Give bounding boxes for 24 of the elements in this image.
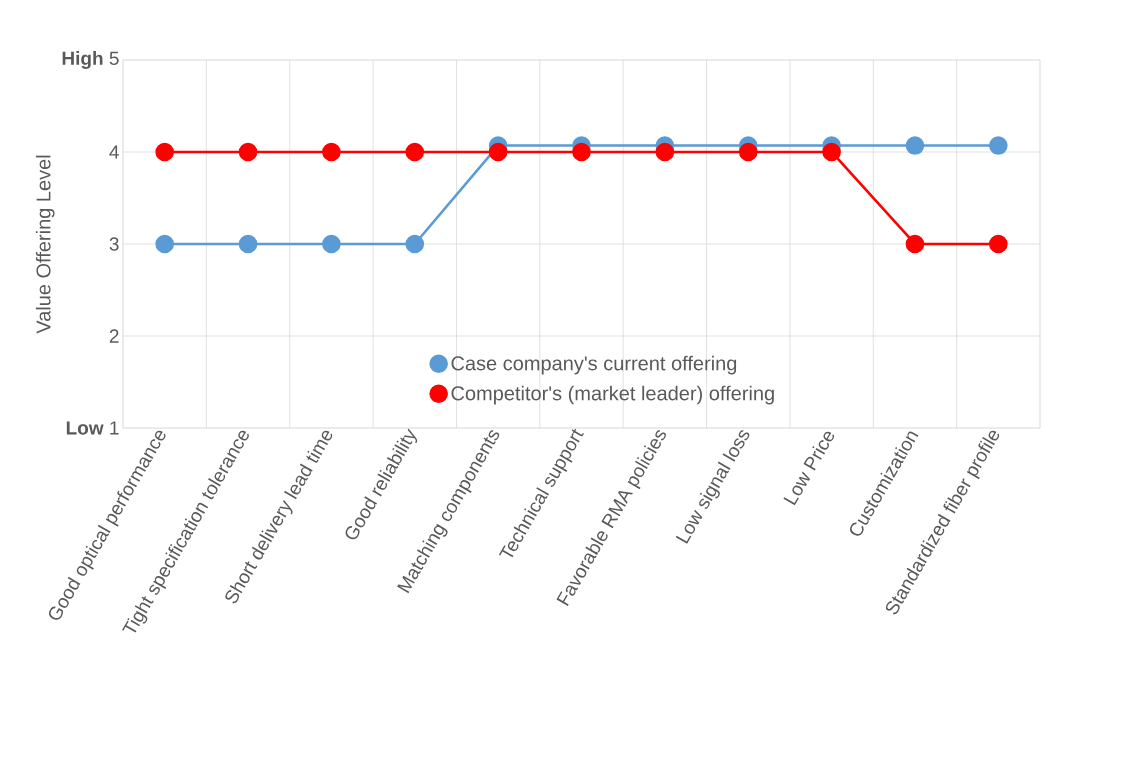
point	[155, 234, 174, 254]
point	[655, 142, 675, 162]
legend-label: Case company's current offering	[451, 355, 737, 375]
point	[989, 234, 1008, 254]
point	[238, 142, 258, 162]
legend-label: Competitor's (market leader) offering	[451, 385, 774, 405]
point	[488, 142, 508, 162]
point	[572, 142, 591, 162]
y-tick-label: 2	[109, 329, 119, 343]
point	[905, 234, 925, 254]
y-tick-label: High 5	[62, 51, 119, 69]
y-tick-label: 4	[109, 145, 119, 159]
point	[989, 136, 1008, 155]
point	[905, 136, 925, 155]
point	[322, 234, 341, 254]
point	[738, 142, 758, 162]
point	[822, 142, 841, 162]
point	[405, 142, 425, 162]
point	[238, 234, 258, 254]
point	[155, 142, 174, 162]
point	[405, 234, 425, 254]
point	[322, 142, 341, 162]
y-axis-title: Value Offering Level	[35, 155, 55, 334]
y-tick-label: 3	[109, 237, 119, 251]
